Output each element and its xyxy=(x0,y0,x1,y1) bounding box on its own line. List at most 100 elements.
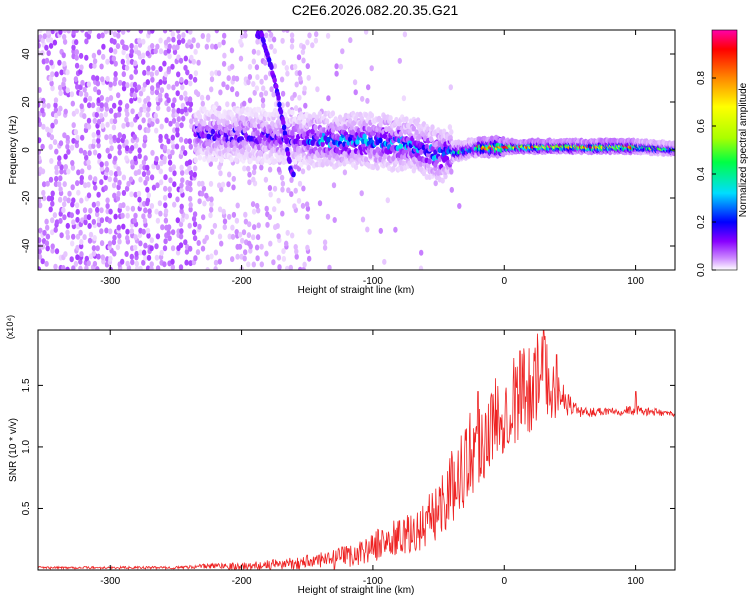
heatmap-cell xyxy=(136,190,142,197)
heatmap-cell xyxy=(44,57,50,64)
heatmap-cell xyxy=(46,102,51,109)
heatmap-cell xyxy=(65,69,70,76)
heatmap-cell xyxy=(79,243,84,250)
heatmap-cell xyxy=(179,228,184,235)
heatmap-cell xyxy=(257,106,262,113)
heatmap-cell xyxy=(246,165,251,172)
heatmap-cell xyxy=(164,92,169,99)
heatmap-cell xyxy=(259,91,264,98)
heatmap-cell xyxy=(95,245,100,252)
heatmap-cell xyxy=(255,234,261,241)
heatmap-cell xyxy=(175,126,180,133)
heatmap-cell xyxy=(314,31,319,38)
heatmap-cell xyxy=(267,36,273,43)
heatmap-cell xyxy=(246,261,251,268)
heatmap-cell xyxy=(254,85,260,92)
heatmap-cell xyxy=(61,34,67,40)
heatmap-cell xyxy=(50,200,55,207)
heatmap-cell xyxy=(297,156,302,163)
heatmap-cell xyxy=(180,177,185,184)
heatmap-cell xyxy=(393,226,398,233)
heatmap-cell xyxy=(124,64,130,71)
heatmap-cell xyxy=(79,239,84,245)
heatmap-cell xyxy=(166,106,171,113)
heatmap-cell xyxy=(92,62,97,69)
heatmap-cell xyxy=(74,30,80,33)
heatmap-cell xyxy=(196,59,201,66)
heatmap-cell xyxy=(176,116,181,123)
heatmap-cell xyxy=(49,195,55,202)
heatmap-cell xyxy=(38,248,42,255)
heatmap-cell xyxy=(70,164,76,171)
heatmap-cell xyxy=(216,70,222,77)
heatmap-cell xyxy=(151,163,156,170)
heatmap-cell xyxy=(57,84,63,91)
heatmap-cell xyxy=(293,105,299,112)
heatmap-cell xyxy=(75,208,80,215)
heatmap-cell xyxy=(222,52,227,59)
heatmap-cell xyxy=(180,84,185,91)
heatmap-cell xyxy=(48,127,54,134)
heatmap-cell xyxy=(109,145,114,152)
heatmap-cell xyxy=(146,232,151,239)
heatmap-cell xyxy=(378,137,383,144)
heatmap-cell xyxy=(260,102,266,109)
heatmap-cell xyxy=(231,184,236,191)
heatmap-cell xyxy=(220,181,226,188)
heatmap-cell xyxy=(108,208,113,215)
heatmap-cell xyxy=(285,265,290,270)
heatmap-cell xyxy=(233,121,239,127)
heatmap-cell xyxy=(188,143,193,150)
heatmap-cell xyxy=(158,210,163,217)
heatmap-cell xyxy=(83,214,89,221)
heatmap-cell xyxy=(317,200,323,207)
heatmap-cell xyxy=(96,129,101,136)
heatmap-cell xyxy=(243,32,248,39)
heatmap-cell xyxy=(141,38,146,45)
heatmap-cell xyxy=(104,160,109,167)
heatmap-cell xyxy=(353,89,358,96)
heatmap-cell xyxy=(188,186,193,193)
heatmap-cell xyxy=(168,120,173,127)
heatmap-cell xyxy=(133,155,138,162)
heatmap-cell xyxy=(206,33,211,40)
heatmap-cell xyxy=(283,111,288,118)
heatmap-cell xyxy=(100,32,105,39)
heatmap-cell xyxy=(170,149,175,156)
heatmap-cell xyxy=(276,166,282,173)
heatmap-cell xyxy=(369,112,375,119)
heatmap-cell xyxy=(166,66,172,73)
heatmap-cell xyxy=(105,147,110,154)
heatmap-cell xyxy=(411,125,416,132)
heatmap-cell xyxy=(166,229,171,236)
heatmap-cell xyxy=(137,232,143,239)
heatmap-cell xyxy=(171,44,177,51)
heatmap-cell xyxy=(53,102,58,109)
heatmap-cell xyxy=(105,203,110,209)
heatmap-cell xyxy=(297,94,302,101)
heatmap-cell xyxy=(267,30,272,33)
heatmap-cell xyxy=(93,184,98,191)
heatmap-cell xyxy=(155,233,161,240)
heatmap-cell xyxy=(187,39,192,46)
heatmap-cell xyxy=(91,201,97,208)
heatmap-cell xyxy=(334,63,339,70)
heatmap-cell xyxy=(133,44,139,51)
heatmap-cell xyxy=(449,129,454,135)
heatmap-cell xyxy=(184,169,189,175)
heatmap-cell xyxy=(202,120,207,127)
heatmap-cell xyxy=(192,76,198,83)
heatmap-cell xyxy=(91,143,96,149)
heatmap-cell xyxy=(59,168,64,175)
heatmap-cell xyxy=(183,150,188,156)
heatmap-cell xyxy=(325,32,331,39)
heatmap-cell xyxy=(289,43,295,50)
heatmap-cell xyxy=(172,201,177,208)
heatmap-cell xyxy=(166,97,171,104)
heatmap-cell xyxy=(49,80,54,87)
heatmap-cell xyxy=(113,112,118,119)
heatmap-cell xyxy=(236,125,242,132)
heatmap-cell xyxy=(293,244,298,250)
heatmap-cell xyxy=(230,86,235,93)
heatmap-cell xyxy=(142,103,147,110)
